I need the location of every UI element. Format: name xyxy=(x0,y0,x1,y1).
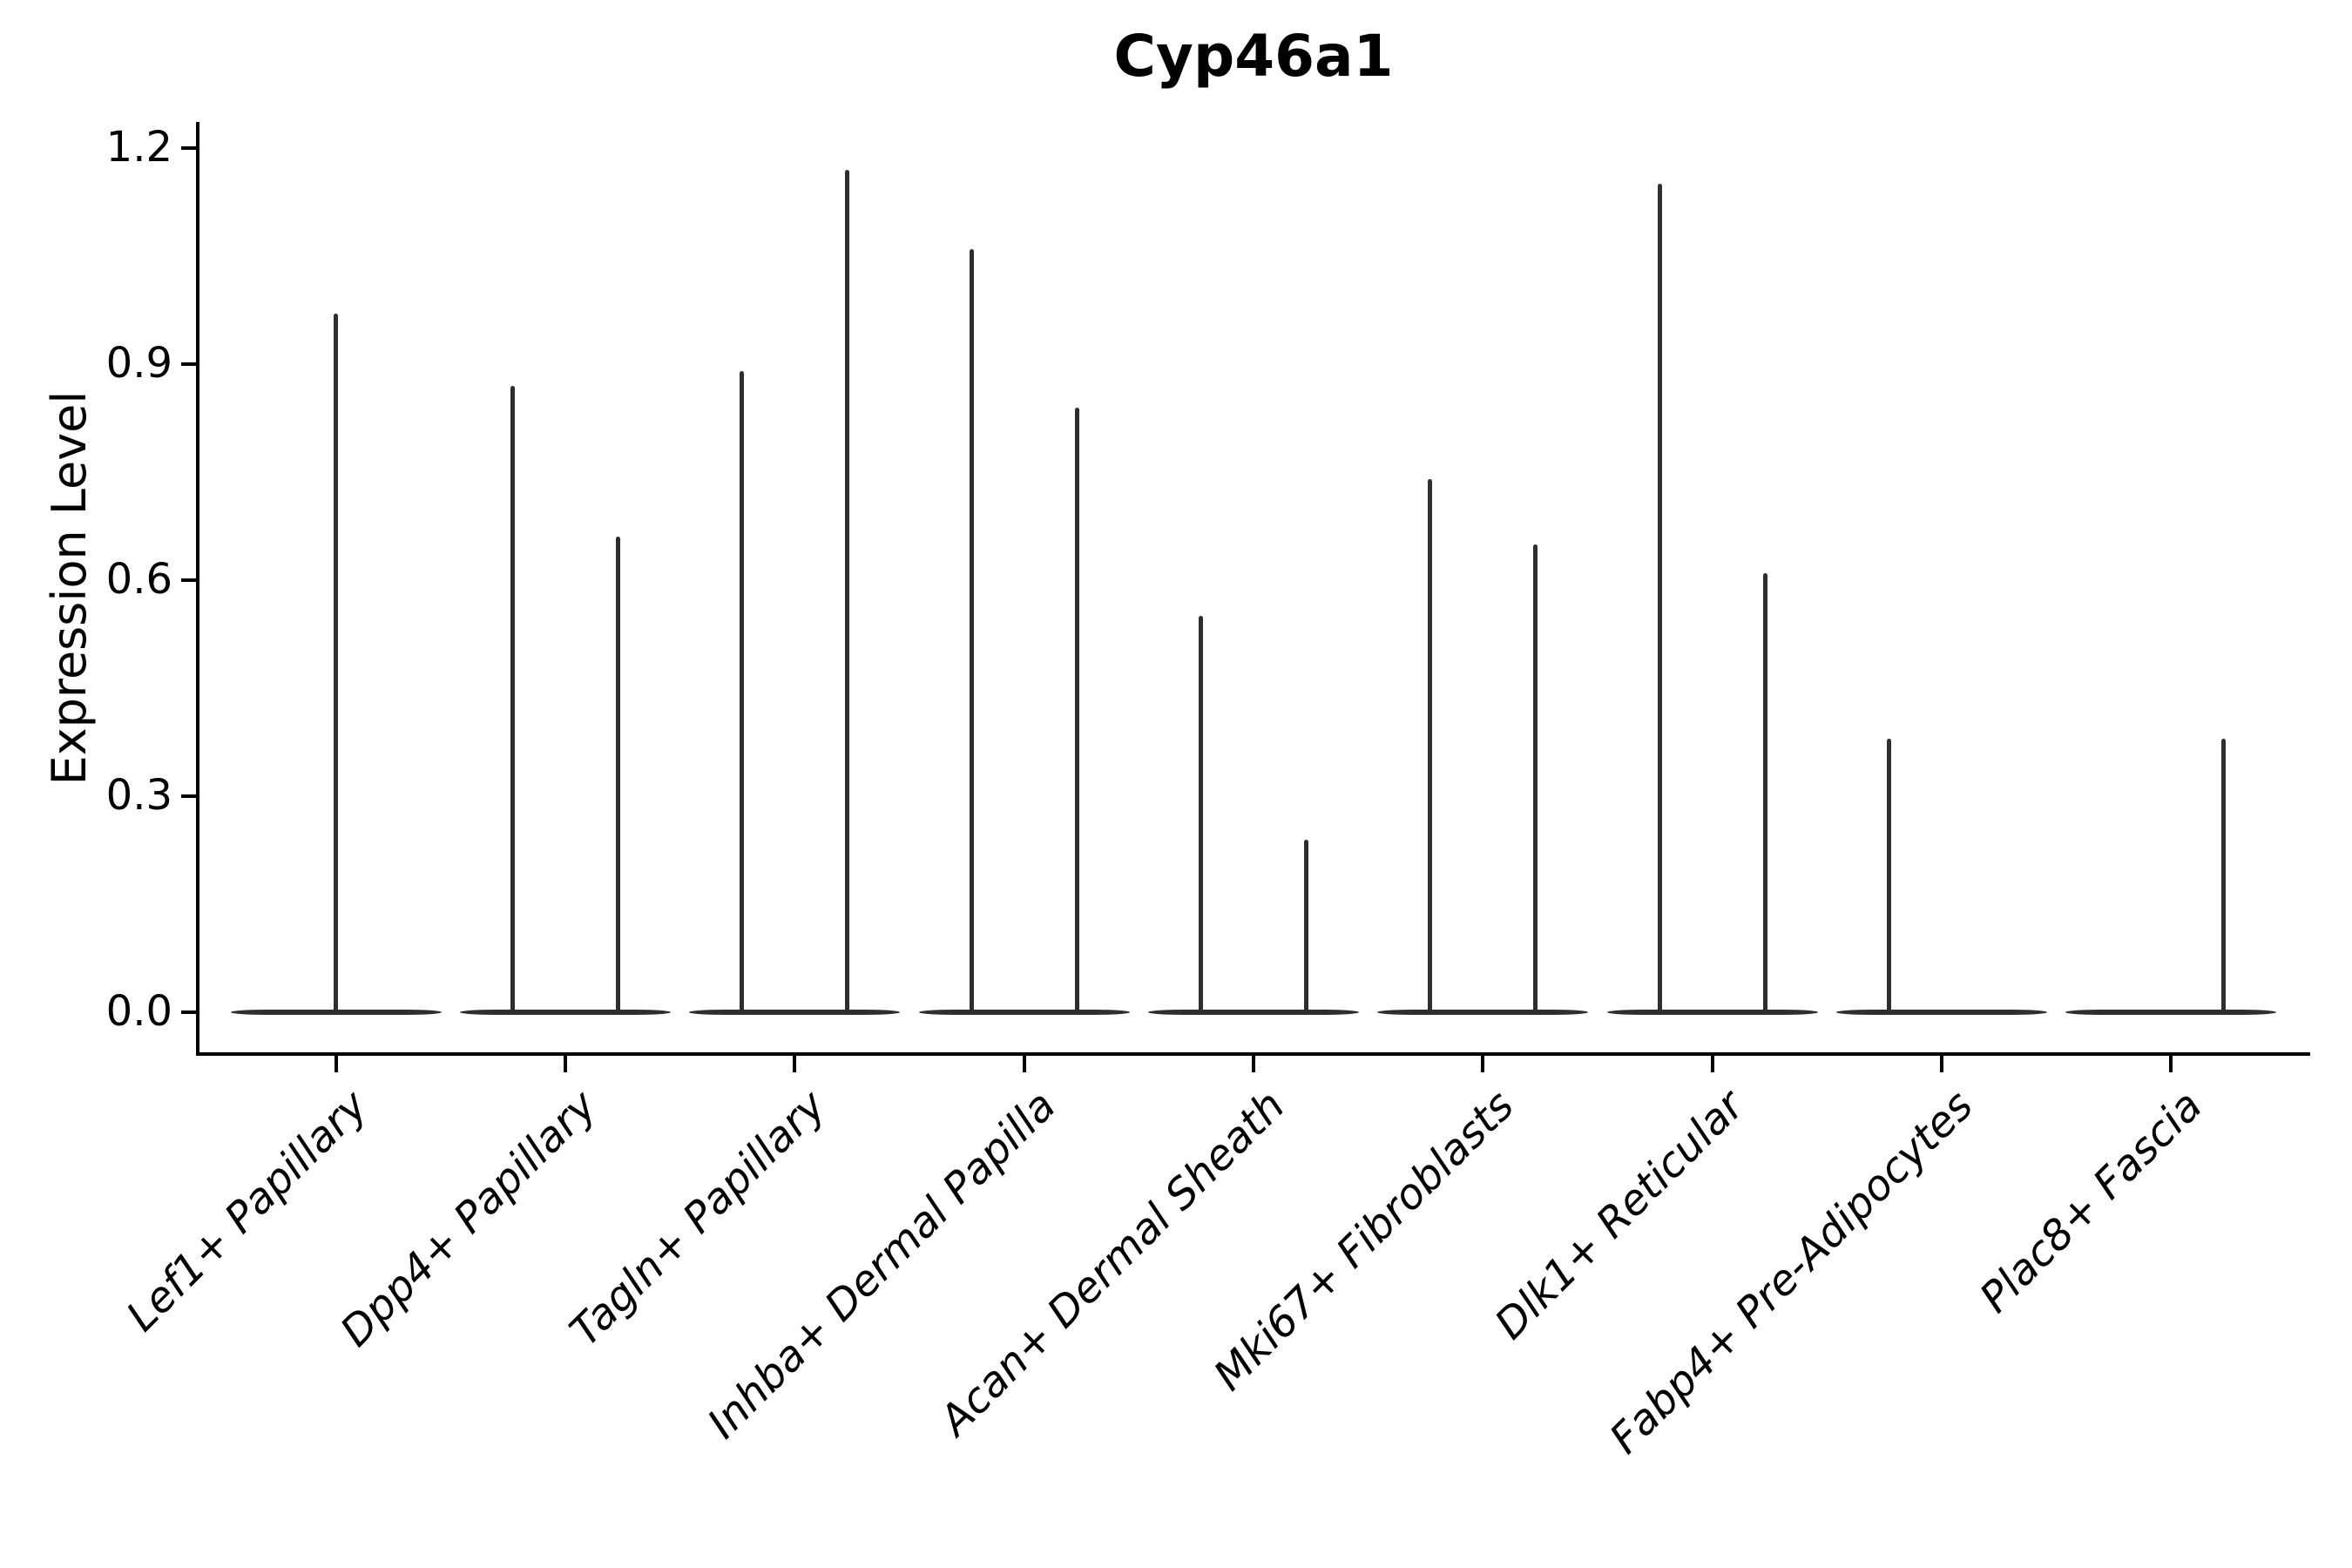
x-tick-mark xyxy=(2169,1056,2173,1072)
violin-spike xyxy=(510,385,516,1014)
y-tick-label: 0.3 xyxy=(105,771,172,820)
violin-baseline xyxy=(689,1010,901,1015)
x-tick-mark xyxy=(1939,1056,1943,1072)
violin-spike xyxy=(334,314,339,1014)
x-axis-spine xyxy=(196,1052,2310,1056)
violin-baseline xyxy=(1148,1010,1359,1015)
violin-spike xyxy=(1304,839,1308,1014)
y-axis-spine xyxy=(196,122,199,1056)
violin-spike xyxy=(1533,544,1538,1014)
y-tick-label: 0.6 xyxy=(105,555,172,604)
violin-baseline xyxy=(1835,1010,2047,1015)
y-tick-mark xyxy=(181,794,198,798)
x-tick-mark xyxy=(1252,1056,1255,1072)
y-tick-mark xyxy=(181,362,198,366)
y-tick-label: 0.9 xyxy=(105,339,172,388)
violin-baseline xyxy=(918,1010,1130,1015)
chart-title: Cyp46a1 xyxy=(1113,23,1394,90)
x-tick-mark xyxy=(1481,1056,1485,1072)
violin-baseline xyxy=(1377,1010,1589,1015)
violin-spike xyxy=(969,248,974,1014)
y-tick-mark xyxy=(181,1010,198,1014)
violin-spike xyxy=(845,169,850,1014)
violin-spike xyxy=(2221,738,2227,1014)
violin-spike xyxy=(1074,407,1079,1014)
violin-baseline xyxy=(1606,1010,1818,1015)
y-tick-mark xyxy=(181,146,198,150)
violin-spike xyxy=(740,371,745,1014)
violin-baseline xyxy=(2065,1010,2277,1015)
x-tick-mark xyxy=(334,1056,338,1072)
violin-spike xyxy=(1886,738,1891,1014)
x-tick-mark xyxy=(793,1056,797,1072)
violin-spike xyxy=(1657,184,1662,1014)
x-tick-mark xyxy=(564,1056,568,1072)
violin-spike xyxy=(1199,616,1203,1014)
violin-baseline xyxy=(460,1010,672,1015)
y-tick-mark xyxy=(181,578,198,582)
violin-spike xyxy=(1762,572,1767,1014)
x-tick-mark xyxy=(1022,1056,1026,1072)
y-tick-label: 0.0 xyxy=(105,987,172,1036)
x-tick-mark xyxy=(1710,1056,1714,1072)
y-tick-label: 1.2 xyxy=(105,123,172,172)
violin-spike xyxy=(616,537,621,1014)
violin-spike xyxy=(1428,479,1433,1014)
